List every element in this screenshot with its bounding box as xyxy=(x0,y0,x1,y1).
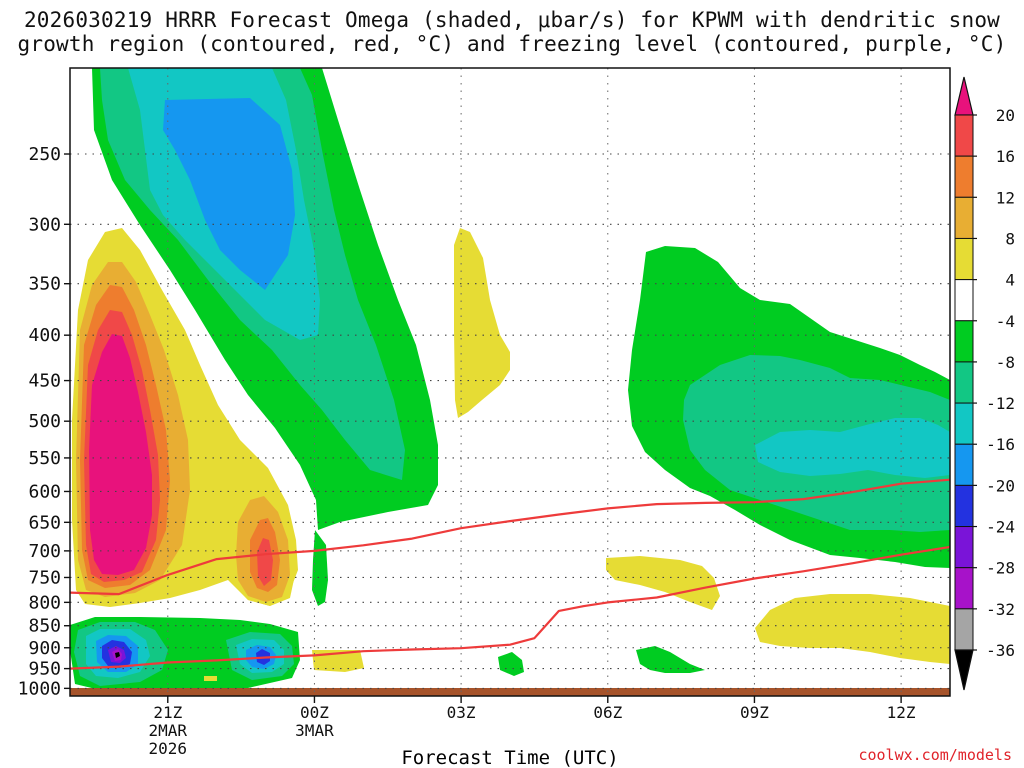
title-line-2: growth region (contoured, red, °C) and f… xyxy=(17,32,1007,56)
y-axis: 2503003504004505005506006507007508008509… xyxy=(18,144,70,699)
omega-region-21 xyxy=(755,418,950,478)
omega-region-31 xyxy=(454,228,510,418)
colorbar-label-3: 8 xyxy=(1005,229,1015,248)
colorbar-label-6: -8 xyxy=(996,353,1015,372)
colorbar-band-6 xyxy=(954,320,974,363)
y-tick-label-600: 600 xyxy=(28,481,61,502)
x-tick-label-09Z-0: 09Z xyxy=(740,703,769,722)
y-tick-label-850: 850 xyxy=(28,616,61,637)
y-tick-label-500: 500 xyxy=(28,411,61,432)
colorbar-band-9 xyxy=(954,443,974,486)
colorbar-band-11 xyxy=(954,526,974,569)
colorbar-band-12 xyxy=(954,567,974,610)
plot-frame xyxy=(69,67,951,697)
colorbar-label-9: -20 xyxy=(986,476,1015,495)
colorbar-label-8: -16 xyxy=(986,435,1015,454)
y-tick-label-800: 800 xyxy=(28,592,61,613)
colorbar-label-2: 12 xyxy=(996,188,1015,207)
y-tick-label-550: 550 xyxy=(28,448,61,469)
x-tick-label-21Z-1: 2MAR xyxy=(149,721,188,740)
omega-region-33 xyxy=(755,594,950,664)
x-tick-label-00Z-1: 3MAR xyxy=(295,721,334,740)
omega-region-12 xyxy=(115,652,120,658)
colorbar-band-2 xyxy=(954,155,974,198)
colorbar-label-4: 4 xyxy=(1005,271,1015,290)
temperature-contours xyxy=(70,478,950,670)
omega-shading xyxy=(70,68,950,696)
colorbar-band-1 xyxy=(954,114,974,157)
omega-region-17 xyxy=(498,652,524,676)
y-tick-label-450: 450 xyxy=(28,371,61,392)
colorbar-label-13: -36 xyxy=(986,641,1015,660)
red-contour-1 xyxy=(70,545,950,670)
colorbar-label-0: 20 xyxy=(996,106,1015,125)
chart-title: 2026030219 HRRR Forecast Omega (shaded, … xyxy=(0,8,1024,56)
surface-ground-band xyxy=(70,688,950,696)
omega-region-26 xyxy=(89,334,152,575)
x-tick-label-21Z-2: 2026 xyxy=(149,739,188,758)
colorbar-label-10: -24 xyxy=(986,518,1015,537)
colorbar-band-7 xyxy=(954,361,974,404)
y-tick-label-250: 250 xyxy=(28,144,61,165)
x-tick-label-06Z-0: 06Z xyxy=(593,703,622,722)
colorbar-band-10 xyxy=(954,484,974,528)
omega-region-30 xyxy=(257,538,273,586)
y-tick-label-350: 350 xyxy=(28,274,61,295)
x-tick-label-03Z-0: 03Z xyxy=(447,703,476,722)
y-tick-label-300: 300 xyxy=(28,214,61,235)
colorbar-label-12: -32 xyxy=(986,600,1015,619)
colorbar-band-4 xyxy=(954,237,974,281)
omega-region-18 xyxy=(636,646,705,673)
y-tick-label-1000: 1000 xyxy=(18,678,61,699)
colorbar-band-5 xyxy=(954,279,974,322)
colorbar-label-11: -28 xyxy=(986,559,1015,578)
y-tick-label-750: 750 xyxy=(28,567,61,588)
y-tick-label-900: 900 xyxy=(28,638,61,659)
y-tick-label-700: 700 xyxy=(28,541,61,562)
omega-region-32 xyxy=(606,556,720,610)
colorbar-label-1: 16 xyxy=(996,147,1015,166)
omega-region-35 xyxy=(204,676,217,681)
red-contour-0 xyxy=(70,478,950,596)
title-line-1: 2026030219 HRRR Forecast Omega (shaded, … xyxy=(23,8,1001,32)
omega-region-3 xyxy=(163,98,295,290)
colorbar-label-5: -4 xyxy=(996,312,1015,331)
colorbar-band-13 xyxy=(954,608,974,651)
colorbar: 20 16 12 8 4 -4 -8 -12 -16 -20 -24 -28 -32 -36 xyxy=(954,76,1015,691)
colorbar-label-7: -12 xyxy=(986,394,1015,413)
y-tick-label-400: 400 xyxy=(28,325,61,346)
x-axis-label: Forecast Time (UTC) xyxy=(401,747,618,768)
colorbar-band-8 xyxy=(954,402,974,445)
y-tick-label-650: 650 xyxy=(28,512,61,533)
x-tick-label-21Z-0: 21Z xyxy=(153,703,182,722)
x-tick-label-12Z-0: 12Z xyxy=(887,703,916,722)
watermark-link[interactable]: coolwx.com/models xyxy=(858,746,1012,764)
x-tick-label-00Z-0: 00Z xyxy=(300,703,329,722)
y-tick-label-950: 950 xyxy=(28,659,61,680)
colorbar-bottom-triangle xyxy=(954,649,974,691)
colorbar-top-triangle xyxy=(954,76,974,116)
colorbar-band-3 xyxy=(954,196,974,239)
